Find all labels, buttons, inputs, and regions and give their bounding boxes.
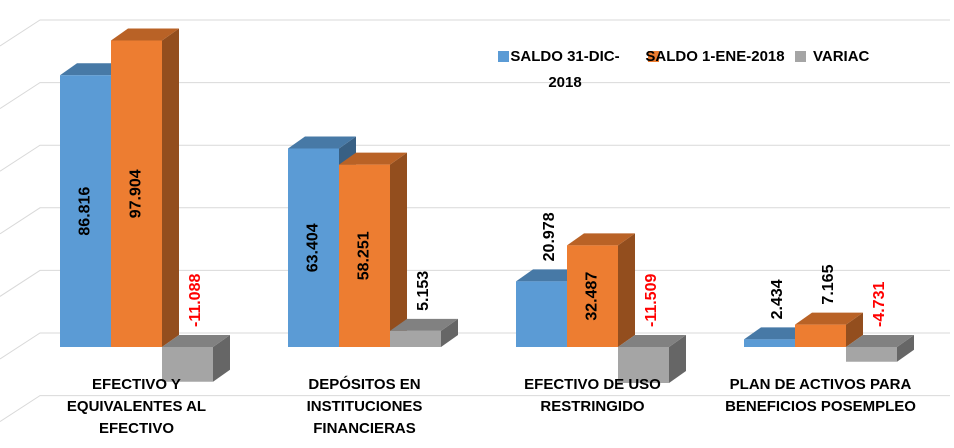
bar-top	[111, 28, 179, 41]
bar	[795, 312, 863, 347]
x-tick-label: DEPÓSITOS EN INSTITUCIONES FINANCIERAS	[306, 376, 423, 437]
grid-line	[0, 269, 950, 297]
legend-swatch	[498, 51, 509, 62]
grid-line	[0, 395, 950, 423]
data-label: 97.904	[128, 169, 145, 218]
grid-line	[0, 207, 950, 235]
grid-line	[0, 82, 950, 110]
bar-front	[795, 324, 846, 347]
data-label: 5.153	[415, 271, 432, 311]
bar-side	[897, 335, 914, 362]
bar-side	[162, 28, 179, 347]
bar-top	[162, 335, 230, 347]
bar-front	[516, 281, 567, 347]
bar	[567, 233, 635, 347]
x-tick-label: EFECTIVO DE USO RESTRINGIDO	[524, 376, 661, 415]
legend-swatch	[648, 51, 659, 62]
bar-top	[288, 136, 356, 149]
bar-front	[60, 75, 111, 347]
bar	[390, 318, 458, 347]
data-label: 20.978	[541, 212, 558, 261]
bar	[162, 335, 230, 382]
bar-front	[390, 330, 441, 347]
bar	[339, 152, 407, 347]
data-label: 58.251	[356, 231, 373, 280]
bar-top	[618, 335, 686, 347]
legend-label: SALDO 1-ENE-2018	[645, 48, 785, 65]
bar-front	[567, 245, 618, 347]
bar-front	[162, 347, 213, 382]
legend-label: VARIAC	[813, 48, 870, 65]
bar-front	[288, 148, 339, 347]
legend-label: SALDO 31-DIC-2018	[510, 48, 620, 91]
bar-top	[339, 152, 407, 165]
data-label: 86.816	[77, 187, 94, 236]
grid-line	[0, 19, 950, 47]
bar-front	[744, 339, 795, 347]
bar-top	[846, 335, 914, 347]
grid-line	[0, 144, 950, 172]
x-tick-label: PLAN DE ACTIVOS PARA BENEFICIOS POSEMPLE…	[725, 376, 916, 415]
data-label: 2.434	[769, 279, 786, 319]
bar-top	[567, 233, 635, 246]
bar-side	[390, 152, 407, 347]
grid-line	[0, 332, 950, 360]
data-label: 32.487	[584, 272, 601, 321]
data-label: 63.404	[305, 223, 322, 272]
bar-side	[618, 233, 635, 347]
bar-front	[618, 347, 669, 384]
data-label: -11.509	[643, 274, 660, 327]
legend-swatch	[795, 51, 806, 62]
bar	[618, 335, 686, 384]
bar-top	[795, 312, 863, 325]
bar-side	[669, 335, 686, 384]
data-label: 7.165	[820, 264, 837, 304]
x-tick-label: EFECTIVO Y EQUIVALENTES AL EFECTIVO	[66, 376, 207, 437]
bar	[111, 28, 179, 347]
bar-top	[390, 318, 458, 331]
bar-front	[846, 347, 897, 362]
data-label: -11.088	[187, 274, 204, 327]
bar-front	[339, 164, 390, 347]
bar	[846, 335, 914, 362]
bar-side	[846, 312, 863, 347]
bar-side	[213, 335, 230, 382]
bar-side	[441, 318, 458, 347]
bar-front	[111, 40, 162, 347]
data-label: -4.731	[871, 282, 888, 327]
